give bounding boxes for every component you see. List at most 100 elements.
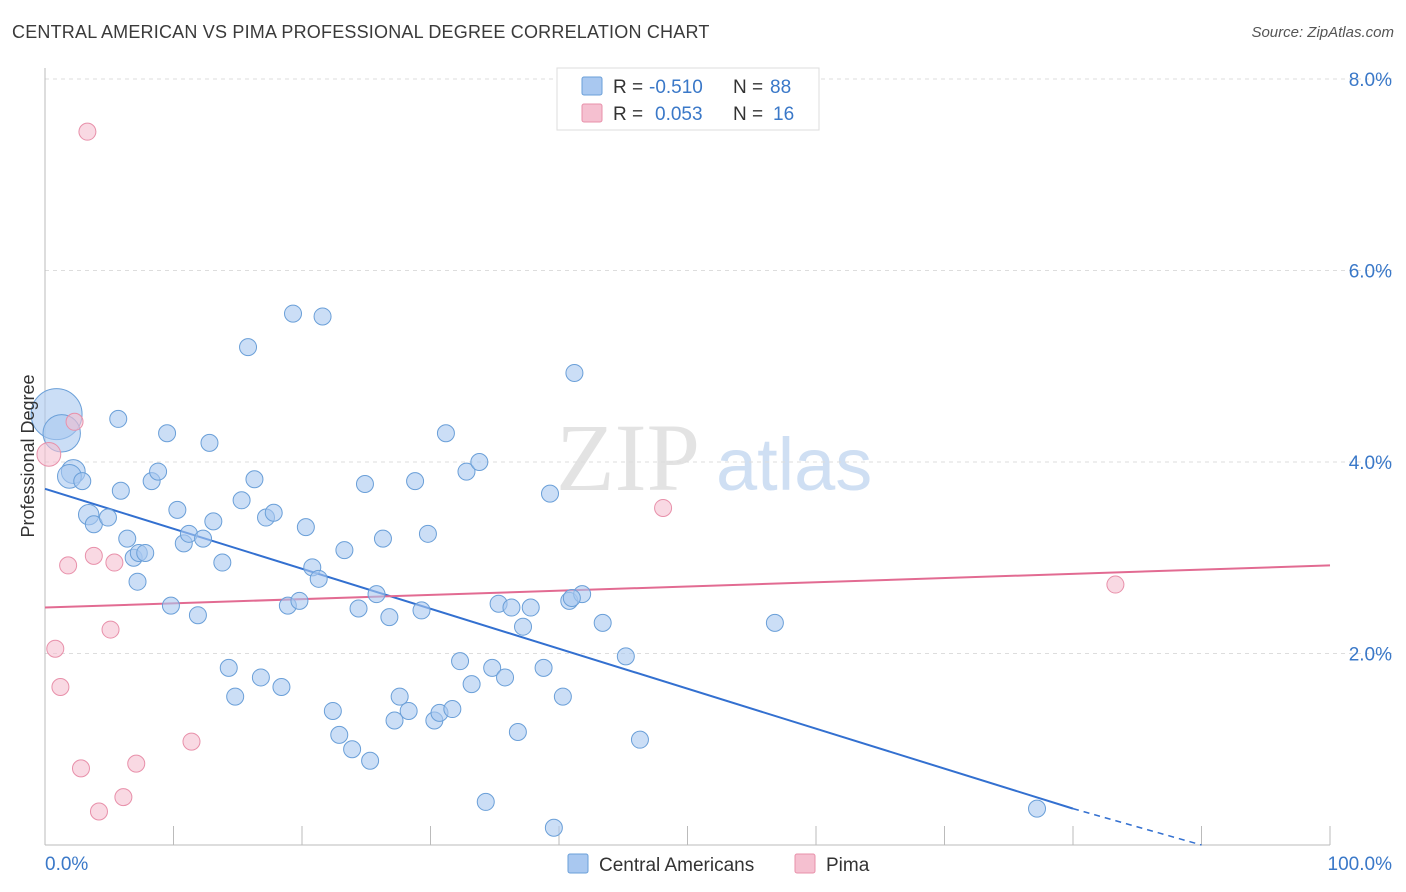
- pima-point: [114, 788, 133, 807]
- bottom-legend-swatch-central-americans: [567, 853, 589, 874]
- data-points: [30, 122, 1125, 837]
- x-tick-labels: 0.0% 100.0%: [45, 854, 1392, 875]
- central-americans-point: [496, 668, 515, 687]
- central-americans-point: [514, 617, 533, 636]
- central-americans-point: [264, 503, 283, 522]
- central-americans-point: [226, 687, 245, 706]
- y-tick-label: 6.0%: [1349, 262, 1392, 283]
- central-americans-point: [194, 529, 213, 548]
- x-tick-label: 100.0%: [1328, 854, 1393, 875]
- bottom-legend-pima: Pima: [826, 855, 870, 876]
- bottom-legend: Central Americans Pima: [567, 853, 870, 876]
- central-americans-point: [213, 553, 232, 572]
- central-americans-point: [296, 518, 315, 537]
- central-americans-point: [98, 508, 117, 527]
- pima-point: [101, 620, 120, 639]
- pima-point: [89, 802, 108, 821]
- central-americans-point: [418, 524, 437, 543]
- central-americans-point: [349, 599, 368, 618]
- pima-point: [46, 639, 65, 658]
- central-americans-point: [239, 338, 258, 357]
- central-americans-point: [476, 792, 495, 811]
- central-americans-point: [1028, 799, 1047, 818]
- central-americans-point: [161, 596, 180, 615]
- central-americans-point: [355, 475, 374, 494]
- central-americans-point: [412, 601, 431, 620]
- central-americans-point: [309, 569, 328, 588]
- y-tick-labels: 2.0% 4.0% 6.0% 8.0%: [1349, 70, 1392, 666]
- central-americans-point: [272, 678, 291, 697]
- pima-point: [182, 732, 201, 751]
- y-tick-label: 2.0%: [1349, 645, 1392, 666]
- central-americans-point: [245, 470, 264, 489]
- central-americans-point: [251, 668, 270, 687]
- central-americans-point: [361, 751, 380, 770]
- legend-swatch-pima: [581, 103, 603, 123]
- y-tick-label: 4.0%: [1349, 453, 1392, 474]
- pima-point: [105, 553, 124, 572]
- central-americans-point: [616, 647, 635, 666]
- central-americans-point: [399, 701, 418, 720]
- central-americans-point: [483, 658, 502, 677]
- pima-point: [51, 678, 70, 697]
- chart-title: CENTRAL AMERICAN VS PIMA PROFESSIONAL DE…: [12, 22, 710, 42]
- central-americans-point: [470, 453, 489, 471]
- y-axis-label: Professional Degree: [18, 374, 38, 537]
- legend-n-value: 88: [770, 77, 791, 98]
- central-americans-point: [367, 585, 386, 604]
- central-americans-point: [457, 462, 476, 481]
- central-americans-point: [380, 608, 399, 627]
- central-americans-point: [406, 472, 425, 491]
- central-americans-point: [553, 687, 572, 706]
- central-americans-point: [204, 512, 223, 531]
- grid-lines: [45, 78, 1392, 654]
- central-americans-point: [200, 433, 219, 452]
- watermark-atlas: atlas: [716, 423, 872, 506]
- central-americans-point: [73, 472, 92, 491]
- central-americans-point: [335, 541, 354, 560]
- pima-point: [127, 754, 146, 773]
- central-americans-point: [168, 500, 187, 519]
- central-americans-point: [111, 481, 130, 500]
- legend-r-value: 0.053: [655, 104, 703, 125]
- legend-n-label: N =: [733, 77, 763, 98]
- central-americans-point: [118, 529, 137, 548]
- central-americans-point: [765, 613, 784, 632]
- pima-point: [84, 546, 103, 565]
- trend-lines: [44, 487, 1331, 846]
- central-americans-point: [443, 700, 462, 719]
- central-americans-point: [534, 658, 553, 677]
- legend-n-value: 16: [773, 104, 794, 125]
- central-americans-point: [284, 304, 303, 323]
- central-americans-point: [544, 818, 563, 837]
- central-americans-point: [385, 711, 404, 730]
- bottom-legend-central-americans: Central Americans: [599, 855, 754, 876]
- x-tick-label: 0.0%: [45, 854, 88, 875]
- central-americans-point: [373, 529, 392, 548]
- watermark-zip: ZIP: [556, 404, 700, 511]
- bottom-legend-swatch-pima: [794, 853, 816, 874]
- legend-swatch-central-americans: [581, 76, 603, 96]
- y-tick-label: 8.0%: [1349, 70, 1392, 91]
- pima-point: [654, 498, 673, 517]
- central-americans-point: [541, 484, 560, 503]
- central-americans-point: [136, 543, 155, 562]
- central-americans-point: [593, 613, 612, 632]
- central-americans-point: [313, 307, 332, 326]
- pima-point: [59, 556, 78, 575]
- central-americans-point: [232, 491, 251, 510]
- pima-point: [36, 441, 62, 467]
- central-americans-point: [462, 675, 481, 694]
- central-americans-point: [158, 424, 177, 443]
- legend-r-value: -0.510: [649, 77, 703, 98]
- pima-point: [71, 759, 90, 778]
- central-americans-point: [219, 658, 238, 677]
- central-americans-trend-line: [44, 487, 1074, 810]
- central-americans-point: [149, 462, 168, 481]
- legend-r-label: R =: [613, 77, 643, 98]
- central-americans-point: [109, 409, 128, 428]
- central-americans-point: [502, 598, 521, 617]
- central-americans-point: [390, 687, 409, 706]
- central-americans-point: [521, 598, 540, 617]
